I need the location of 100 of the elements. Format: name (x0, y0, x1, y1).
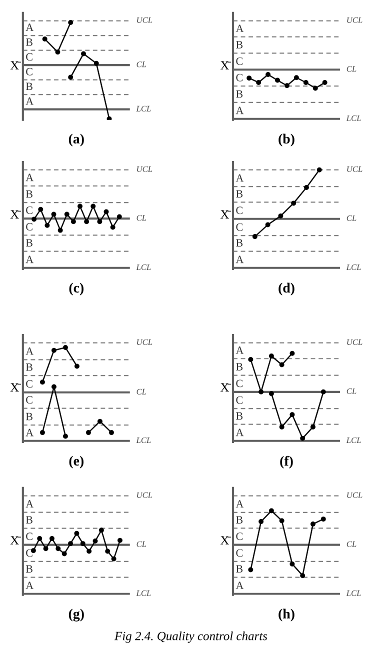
point (268, 508, 274, 514)
x-axis-title: (a) (68, 134, 84, 146)
point (290, 350, 295, 356)
annotation: A (236, 428, 244, 436)
ref-line-label: LCL (136, 437, 151, 444)
text: B (26, 190, 32, 198)
point (256, 80, 262, 86)
annotation: C (26, 223, 32, 230)
point (279, 362, 284, 368)
point (43, 546, 48, 552)
point (74, 530, 80, 536)
point (68, 20, 74, 26)
caption: Fig 2.4. Quality control charts (114, 631, 268, 643)
point (291, 200, 296, 206)
point (266, 72, 271, 78)
point (310, 522, 316, 527)
ref-line-label: UCL (347, 339, 362, 345)
point (74, 364, 80, 369)
annotation: B (26, 412, 32, 420)
ref-line-label: CL (136, 541, 146, 547)
y-axis-title: X̄ (10, 536, 22, 544)
point (258, 389, 264, 394)
point (80, 541, 86, 546)
point (108, 430, 114, 436)
point (322, 80, 328, 86)
text: B (26, 516, 32, 524)
point (116, 214, 122, 220)
point (90, 204, 96, 209)
annotation: C (26, 380, 32, 388)
point (110, 224, 116, 230)
ref-line-label: CL (346, 66, 356, 72)
point (51, 212, 56, 217)
point (80, 51, 86, 56)
ref-line-label: UCL (137, 166, 152, 172)
point (248, 357, 254, 362)
annotation: A (236, 582, 244, 590)
point (86, 430, 91, 436)
ref-line-label: UCL (137, 17, 152, 23)
annotation: C (236, 380, 242, 388)
point (290, 412, 295, 418)
point (105, 548, 110, 554)
point (303, 80, 308, 86)
annotation: C (26, 68, 32, 76)
point (40, 430, 45, 436)
annotation: B (26, 364, 32, 371)
ref-line-label: CL (136, 62, 146, 68)
x-axis-title: (e) (69, 456, 84, 468)
x-axis-title: (b) (278, 134, 294, 146)
point (78, 204, 83, 209)
point (32, 216, 37, 222)
point (68, 541, 74, 546)
y-axis-title: X̄ (220, 210, 232, 218)
point (265, 222, 270, 228)
x-axis-title: (f) (280, 456, 293, 469)
ref-line-label: UCL (347, 17, 362, 23)
annotation: B (236, 516, 243, 524)
point (278, 213, 284, 218)
point (275, 78, 280, 83)
x-axis-title: (c) (69, 282, 84, 296)
point (248, 567, 254, 572)
annotation: C (236, 206, 242, 214)
point (37, 536, 42, 541)
point (44, 222, 50, 228)
point (64, 212, 70, 217)
annotation: C (236, 396, 242, 404)
point (268, 354, 274, 358)
annotation: C (236, 74, 242, 82)
annotation: B (236, 565, 243, 573)
annotation: B (236, 412, 243, 420)
point (70, 219, 76, 224)
annotation: A (236, 256, 244, 264)
ref-line-label: LCL (136, 106, 151, 112)
point (284, 83, 290, 88)
ref-line-label: UCL (137, 492, 152, 498)
ref-line-label: LCL (346, 437, 361, 444)
x-axis-title: (d) (278, 282, 294, 296)
point (106, 116, 112, 120)
ref-line-label: UCL (347, 492, 362, 498)
annotation: A (236, 346, 244, 354)
annotation: B (236, 90, 243, 98)
x-axis-title: (h) (278, 608, 294, 622)
y-axis-title: X̄ (10, 210, 22, 218)
point (38, 206, 44, 212)
y-axis-title: X̄ (220, 383, 232, 392)
point (49, 536, 54, 541)
annotation: A (26, 97, 34, 105)
point (97, 219, 102, 224)
point (51, 384, 56, 390)
point (290, 561, 295, 566)
annotation: B (236, 239, 243, 247)
annotation: A (26, 582, 34, 590)
annotation: B (26, 82, 32, 90)
ref-line-label: LCL (346, 590, 361, 596)
ref-line-label: LCL (136, 264, 151, 270)
ref-line-label: CL (136, 215, 146, 221)
point (279, 518, 284, 524)
y-axis-title: X̄ (220, 536, 232, 544)
point (104, 209, 109, 214)
ref-line-label: CL (136, 388, 146, 394)
annotation: B (26, 38, 32, 46)
